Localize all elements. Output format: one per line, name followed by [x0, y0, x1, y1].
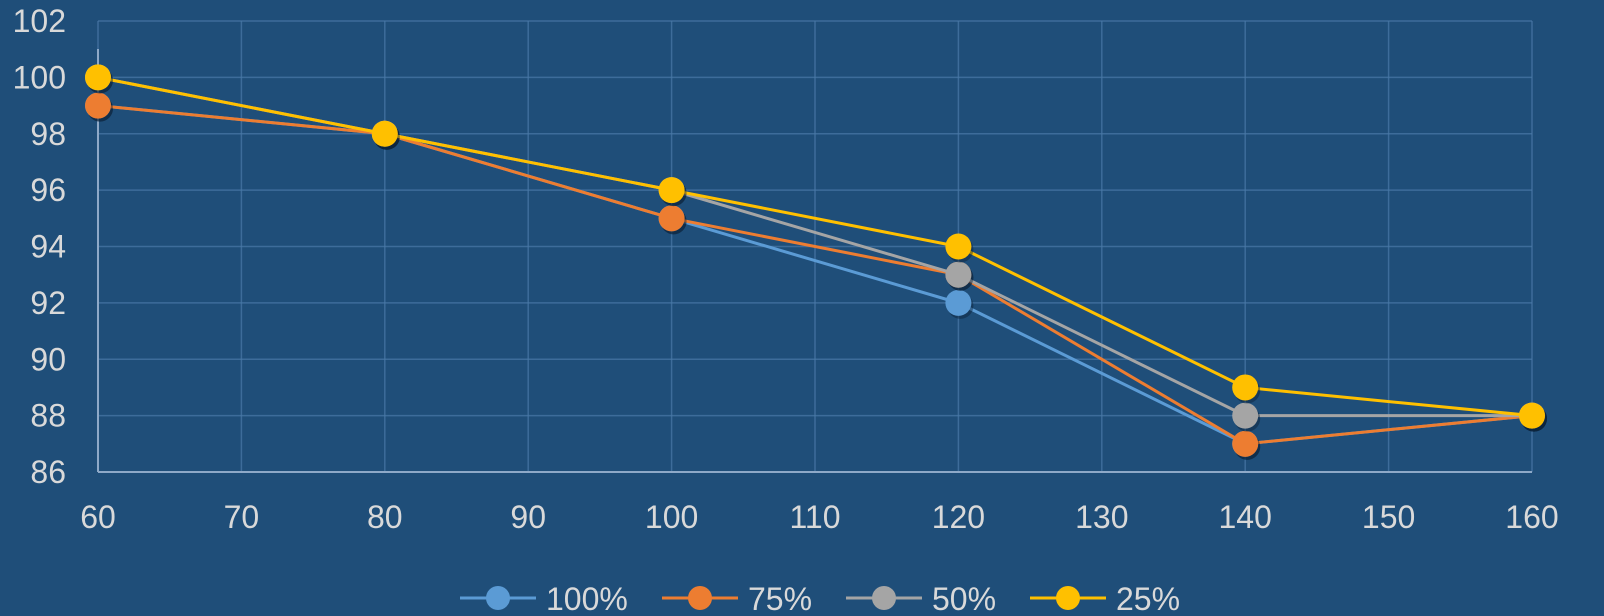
x-tick-label: 120	[932, 499, 985, 535]
legend: 100% 75% 50% 25%	[460, 581, 1180, 616]
x-tick-label: 70	[224, 499, 260, 535]
legend-item: 50%	[846, 581, 996, 616]
x-tick-label: 60	[80, 499, 116, 535]
y-tick-label: 86	[30, 454, 66, 490]
data-point	[658, 205, 685, 232]
series-layer	[85, 64, 1547, 460]
y-tick-label: 102	[13, 3, 66, 39]
y-tick-label: 96	[30, 172, 66, 208]
data-point	[85, 64, 111, 91]
series-line	[97, 104, 1533, 446]
x-tick-label: 130	[1075, 499, 1128, 535]
data-point	[1232, 402, 1259, 429]
x-tick-label: 160	[1505, 499, 1558, 535]
legend-marker	[1056, 586, 1080, 610]
data-point	[371, 120, 398, 147]
data-point	[1232, 374, 1259, 401]
legend-marker	[872, 586, 896, 610]
data-point	[658, 177, 685, 204]
data-point	[1519, 402, 1545, 429]
legend-marker	[688, 586, 712, 610]
data-point	[945, 289, 972, 316]
x-tick-label: 110	[789, 499, 840, 535]
legend-label: 75%	[748, 581, 812, 616]
x-tick-label: 100	[645, 499, 698, 535]
legend-marker	[486, 586, 510, 610]
data-point	[945, 233, 972, 260]
legend-item: 75%	[662, 581, 812, 616]
data-point	[1232, 430, 1259, 457]
x-tick-label: 90	[510, 499, 546, 535]
gridlines	[97, 20, 1533, 473]
x-tick-label: 150	[1362, 499, 1415, 535]
y-tick-label: 90	[30, 341, 66, 377]
y-tick-label: 92	[30, 285, 66, 321]
legend-item: 25%	[1030, 581, 1180, 616]
y-tick-label: 98	[30, 116, 66, 152]
y-tick-label: 88	[30, 398, 66, 434]
data-point	[945, 261, 972, 288]
legend-label: 50%	[932, 581, 996, 616]
series-25pct	[85, 64, 1547, 432]
legend-label: 25%	[1116, 581, 1180, 616]
x-tick-label: 80	[367, 499, 403, 535]
y-tick-label: 100	[13, 59, 66, 95]
axes: 60 70 80 90 100 110 120 130 140 150 160 86 88 90 92 94 9…	[13, 3, 1559, 535]
series-line	[97, 75, 1533, 418]
legend-item: 100%	[460, 581, 628, 616]
x-tick-label: 140	[1219, 499, 1272, 535]
data-point	[85, 92, 111, 119]
legend-label: 100%	[546, 581, 628, 616]
y-tick-label: 94	[30, 229, 66, 265]
